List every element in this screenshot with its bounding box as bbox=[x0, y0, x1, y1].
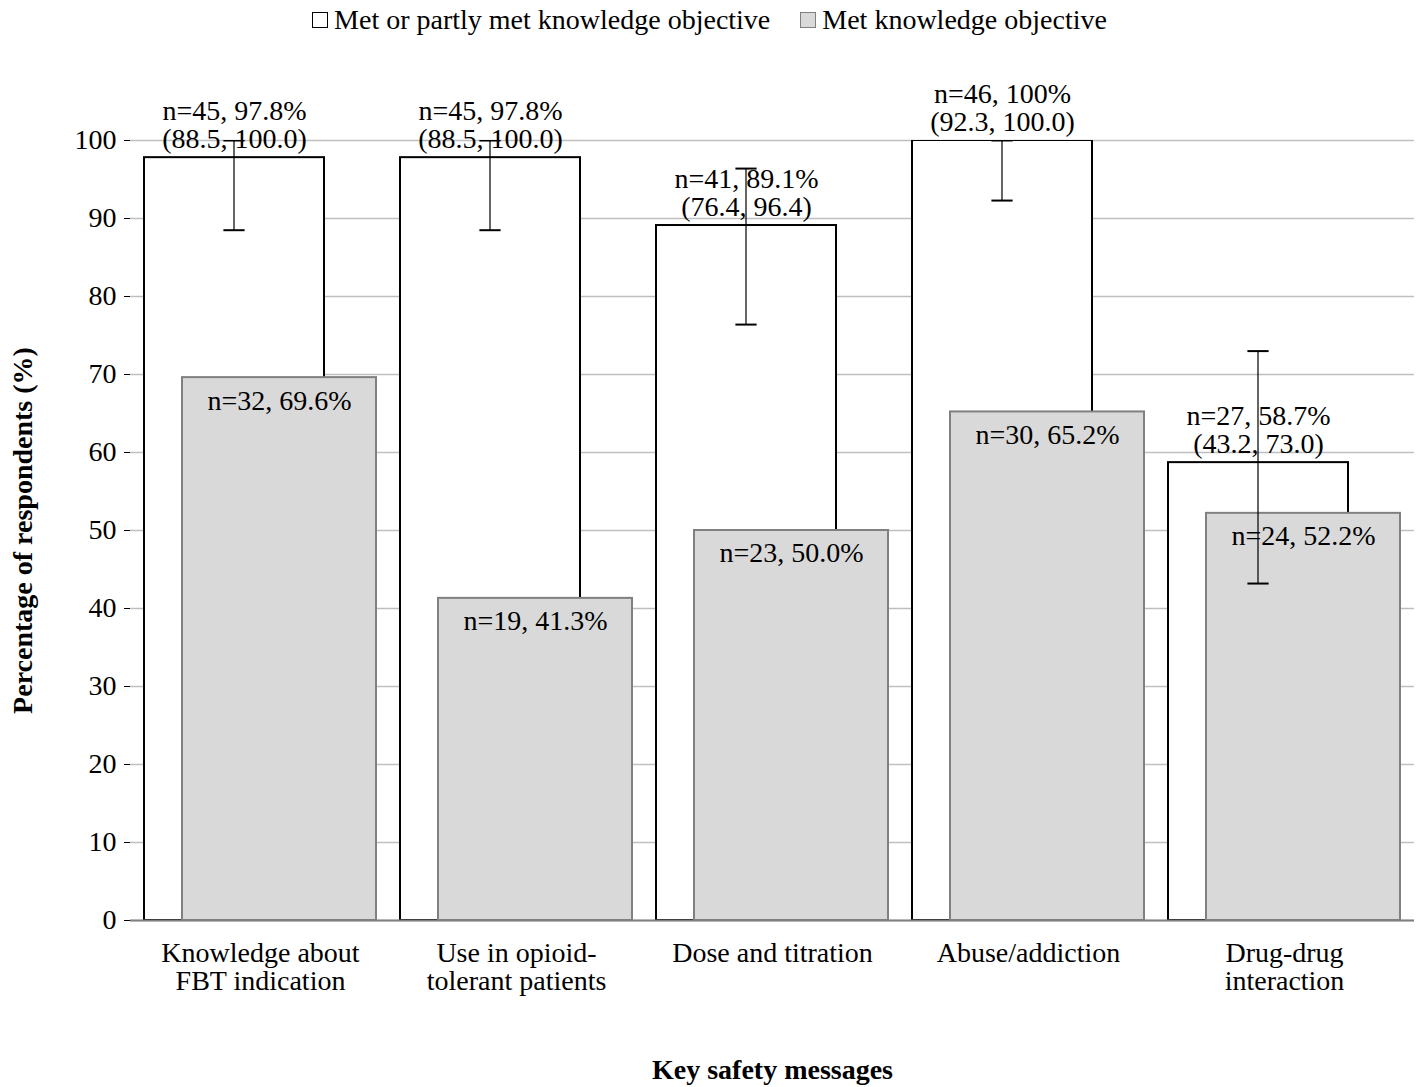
svg-text:20: 20 bbox=[89, 748, 117, 779]
svg-text:n=23, 50.0%: n=23, 50.0% bbox=[719, 537, 863, 568]
svg-text:n=45, 97.8%(88.5, 100.0): n=45, 97.8%(88.5, 100.0) bbox=[418, 95, 563, 154]
svg-text:50: 50 bbox=[89, 514, 117, 545]
svg-text:10: 10 bbox=[89, 826, 117, 857]
svg-text:n=32, 69.6%: n=32, 69.6% bbox=[207, 385, 351, 416]
svg-text:Use in opioid-tolerant patient: Use in opioid-tolerant patients bbox=[427, 937, 607, 996]
svg-text:n=46, 100%(92.3, 100.0): n=46, 100%(92.3, 100.0) bbox=[930, 78, 1075, 137]
svg-text:70: 70 bbox=[89, 358, 117, 389]
svg-text:n=27, 58.7%(43.2, 73.0): n=27, 58.7%(43.2, 73.0) bbox=[1186, 400, 1330, 459]
svg-text:Percentage of respondents (%): Percentage of respondents (%) bbox=[7, 347, 38, 714]
svg-text:80: 80 bbox=[89, 280, 117, 311]
svg-text:40: 40 bbox=[89, 592, 117, 623]
svg-text:90: 90 bbox=[89, 202, 117, 233]
svg-text:n=45, 97.8%(88.5, 100.0): n=45, 97.8%(88.5, 100.0) bbox=[162, 95, 307, 154]
svg-text:n=41, 89.1%(76.4, 96.4): n=41, 89.1%(76.4, 96.4) bbox=[674, 163, 818, 222]
svg-text:Abuse/addiction: Abuse/addiction bbox=[937, 937, 1121, 968]
svg-text:30: 30 bbox=[89, 670, 117, 701]
svg-text:Key safety messages: Key safety messages bbox=[652, 1054, 893, 1085]
svg-text:n=30, 65.2%: n=30, 65.2% bbox=[975, 419, 1119, 450]
svg-text:n=19, 41.3%: n=19, 41.3% bbox=[463, 605, 607, 636]
html-text:Met or partly met knowledge ob: Met or partly met knowledge objective bbox=[334, 4, 771, 35]
svg-text:Dose and titration: Dose and titration bbox=[672, 937, 873, 968]
svg-text:Knowledge aboutFBT indication: Knowledge aboutFBT indication bbox=[161, 937, 360, 996]
svg-text:60: 60 bbox=[89, 436, 117, 467]
svg-text:Drug-druginteraction: Drug-druginteraction bbox=[1225, 937, 1345, 996]
svg-text:100: 100 bbox=[75, 124, 117, 155]
html-text:Met knowledge objective: Met knowledge objective bbox=[822, 4, 1107, 35]
svg-text:n=24, 52.2%: n=24, 52.2% bbox=[1231, 520, 1375, 551]
svg-text:0: 0 bbox=[103, 904, 117, 935]
